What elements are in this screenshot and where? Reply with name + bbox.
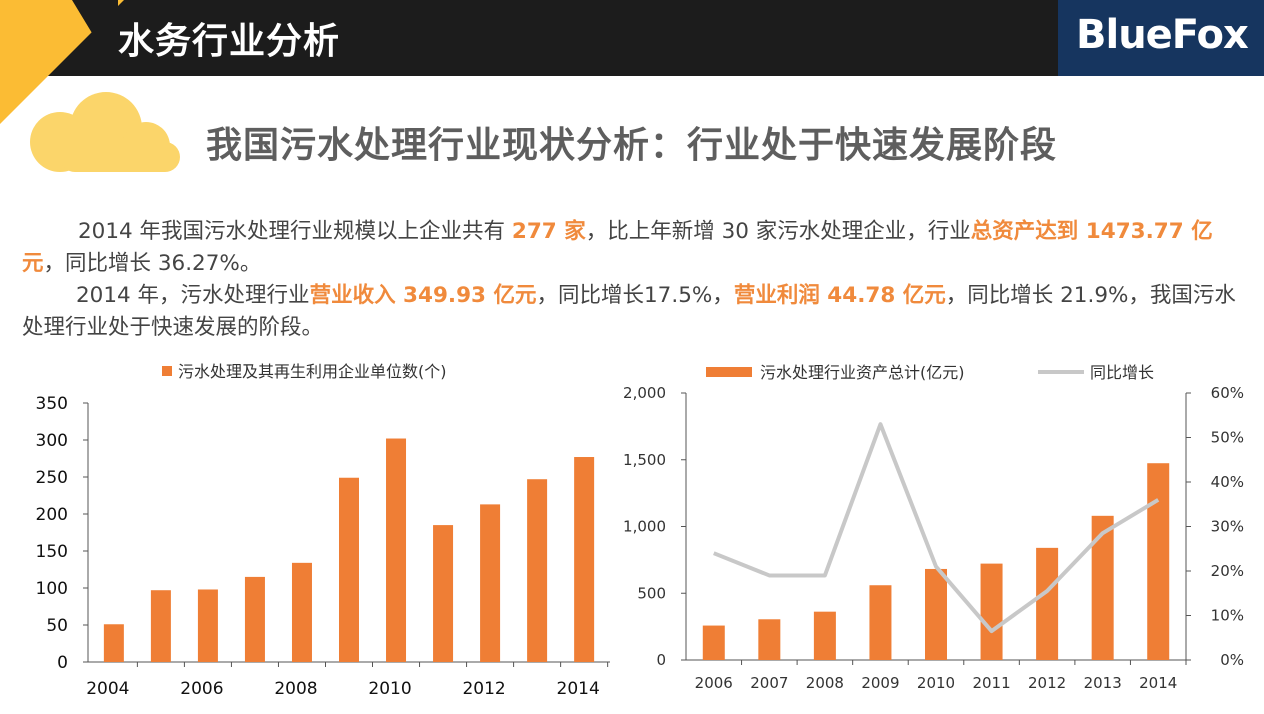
- bar: [813, 611, 836, 660]
- x-tick-label: 2008: [274, 679, 317, 699]
- bar: [386, 438, 407, 662]
- legend-label-bar: 污水处理行业资产总计(亿元): [760, 363, 965, 382]
- y-tick-label: 300: [36, 431, 68, 451]
- y-right-tick-label: 20%: [1211, 562, 1244, 580]
- p1-text-1: 2014 年我国污水处理行业规模以上企业共有: [78, 219, 512, 244]
- bar: [1147, 463, 1170, 660]
- bar: [702, 625, 725, 660]
- y-tick-label: 350: [36, 394, 68, 414]
- y-left-tick-label: 1,000: [623, 518, 666, 536]
- y-tick-label: 100: [36, 579, 68, 599]
- bar: [574, 457, 595, 662]
- x-tick-label: 2010: [368, 679, 411, 699]
- bar: [197, 589, 218, 662]
- y-right-tick-label: 40%: [1211, 473, 1244, 491]
- y-left-tick-label: 500: [637, 584, 666, 602]
- bar: [291, 562, 312, 662]
- p1-text-2: ，比上年新增 30 家污水处理企业，行业: [585, 219, 971, 244]
- corner-cut: [72, 0, 118, 76]
- header-bar: [0, 0, 1058, 76]
- bar: [758, 619, 781, 660]
- x-tick-label: 2014: [1139, 674, 1177, 692]
- chart-total-assets: 污水处理行业资产总计(亿元) 同比增长 0 500 1,000 1,500 2,000 0% 1…: [623, 363, 1244, 692]
- p2-highlight-2: 营业利润 44.78 亿元: [733, 283, 946, 308]
- y-right-tick-label: 60%: [1211, 384, 1244, 402]
- y-right-tick-label: 0%: [1220, 651, 1244, 669]
- header-title: 水务行业分析: [118, 21, 341, 62]
- x-tick-label: 2013: [1084, 674, 1122, 692]
- x-tick-label: 2007: [750, 674, 788, 692]
- bar: [527, 479, 548, 662]
- x-tick-label: 2008: [806, 674, 844, 692]
- x-tick-label: 2006: [180, 679, 223, 699]
- paragraph-2: 2014 年，污水处理行业营业收入 349.93 亿元，同比增长17.5%，营业…: [22, 280, 1237, 344]
- y-right-tick-label: 30%: [1211, 518, 1244, 536]
- bar: [433, 525, 454, 662]
- bar: [1091, 515, 1114, 660]
- chart-enterprise-count: 污水处理及其再生利用企业单位数(个) 0 50 100 150 200 250 300 350 2…: [36, 362, 610, 699]
- y-left-tick-label: 0: [656, 651, 666, 669]
- y-tick-label: 0: [57, 653, 68, 673]
- bar: [244, 576, 265, 662]
- x-tick-label: 2009: [861, 674, 899, 692]
- p1-highlight-1: 277 家: [511, 219, 586, 244]
- legend-label-line: 同比增长: [1090, 363, 1154, 382]
- p2-highlight-1: 营业收入 349.93 亿元: [309, 283, 537, 308]
- bar: [869, 585, 892, 660]
- y-tick-label: 50: [46, 616, 68, 636]
- bar: [1036, 547, 1059, 660]
- bar: [150, 590, 171, 662]
- y-right-tick-label: 10%: [1211, 607, 1244, 625]
- bar: [480, 504, 501, 662]
- legend-label: 污水处理及其再生利用企业单位数(个): [178, 362, 447, 381]
- y-tick-label: 150: [36, 542, 68, 562]
- y-right-tick-label: 50%: [1211, 429, 1244, 447]
- y-tick-label: 250: [36, 468, 68, 488]
- x-tick-label: 2011: [972, 674, 1010, 692]
- bar: [339, 477, 359, 662]
- x-tick-label: 2014: [557, 679, 600, 699]
- x-tick-label: 2006: [695, 674, 733, 692]
- brand-box: [1058, 0, 1264, 76]
- x-tick-label: 2012: [1028, 674, 1066, 692]
- bar: [980, 563, 1003, 660]
- p2-text-1: 2014 年，污水处理行业: [76, 283, 310, 308]
- x-tick-label: 2010: [917, 674, 955, 692]
- x-tick-label: 2004: [86, 679, 129, 699]
- paragraph-1: 2014 年我国污水处理行业规模以上企业共有 277 家，比上年新增 30 家污…: [22, 216, 1237, 280]
- x-tick-label: 2012: [462, 679, 505, 699]
- y-left-tick-label: 2,000: [623, 384, 666, 402]
- legend-swatch: [162, 366, 172, 376]
- p2-text-3: ，同比增长 21.9%，我国污水处理行业处于快速发展的阶段。: [22, 283, 1236, 340]
- cloud-icon: [30, 92, 180, 172]
- main-title: 我国污水处理行业现状分析：行业处于快速发展阶段: [206, 125, 1058, 166]
- bar: [103, 624, 124, 662]
- y-tick-label: 200: [36, 505, 68, 525]
- p1-text-3: ，同比增长 36.27%。: [43, 251, 262, 276]
- y-left-tick-label: 1,500: [623, 451, 666, 469]
- brand-logo: BlueFox: [1076, 12, 1249, 58]
- p2-text-2: ，同比增长17.5%，: [536, 283, 734, 308]
- p1-highlight-2: 总资产达到 1473.77 亿元: [22, 219, 1213, 276]
- bar: [925, 568, 947, 660]
- legend-swatch-bar: [706, 367, 752, 377]
